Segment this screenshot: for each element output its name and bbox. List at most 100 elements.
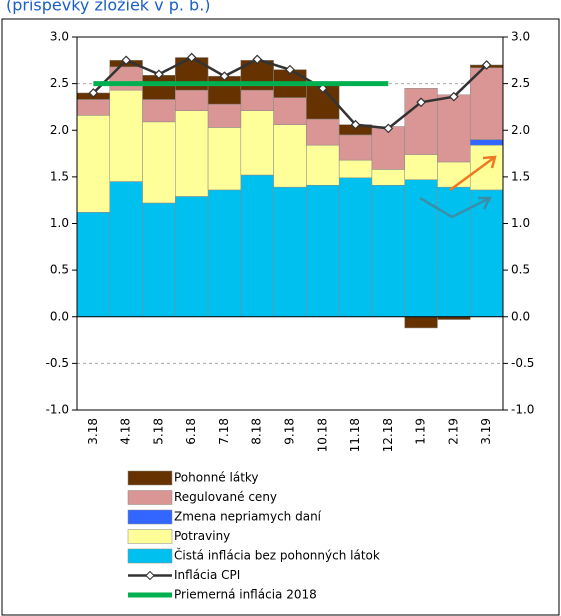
bar-segment — [76, 99, 111, 116]
bar-segment — [306, 144, 340, 186]
point — [285, 64, 295, 75]
point — [317, 83, 328, 94]
bar-segment — [469, 144, 504, 191]
point — [416, 97, 426, 108]
bar-segment — [76, 115, 111, 213]
bar-segment — [371, 185, 405, 317]
bar-segment — [404, 316, 438, 329]
legend-label: Priemerná inflácia 2018 — [174, 588, 317, 602]
bar-segment — [273, 186, 307, 317]
bar-segment — [142, 202, 176, 317]
chart-subtitle: (príspevky zložiek v p. b.) — [6, 0, 211, 15]
bar-segment — [371, 169, 405, 186]
y2-tick-label: -1.0 — [511, 403, 534, 417]
arrow — [449, 155, 496, 192]
point — [350, 119, 361, 130]
y-tick-label: 0.5 — [50, 263, 69, 277]
bar-segment — [404, 154, 438, 180]
bar-segment — [240, 110, 274, 176]
x-tick-label: 3.18 — [86, 418, 100, 445]
x-tick-label: 9.18 — [283, 418, 297, 445]
bar-segment — [469, 67, 504, 140]
bar-segment — [207, 189, 242, 317]
y-tick-label: 2.0 — [50, 123, 69, 137]
x-tick-label: 3.19 — [479, 418, 493, 445]
bar-segment — [142, 74, 176, 100]
y2-tick-label: 2.5 — [511, 76, 530, 90]
bar-segment — [371, 126, 405, 170]
bar-segment — [273, 124, 307, 188]
legend-label: Čistá inflácia bez pohonných látok — [174, 548, 380, 563]
x-tick-label: 8.18 — [250, 418, 264, 445]
bar-segment — [338, 134, 373, 161]
bar-segment — [273, 97, 307, 125]
x-tick-label: 2.19 — [446, 418, 460, 445]
legend-marker — [145, 570, 155, 581]
arrow-head — [478, 196, 493, 210]
y-tick-label: 1.0 — [50, 216, 69, 230]
y-tick-label: 0.0 — [50, 309, 69, 323]
bar-segment — [240, 174, 274, 317]
y2-tick-label: -0.5 — [511, 356, 534, 370]
legend-label: Inflácia CPI — [174, 568, 240, 582]
y-tick-label: 2.5 — [50, 76, 69, 90]
point — [448, 91, 459, 102]
bar-segment — [207, 103, 242, 128]
legend-swatch — [127, 490, 173, 505]
y-tick-label: 3.0 — [50, 30, 69, 44]
x-tick-label: 10.18 — [315, 418, 329, 452]
bar-segment — [109, 89, 143, 182]
bar-segment — [437, 161, 471, 188]
x-tick-label: 7.18 — [217, 418, 231, 445]
y-tick-label: -1.0 — [46, 403, 69, 417]
legend-swatch — [127, 529, 173, 544]
bar-segment — [338, 177, 373, 317]
legend-label: Pohonné látky — [174, 471, 259, 485]
legend-label: Zmena nepriamych daní — [174, 510, 322, 524]
legend-swatch — [127, 509, 173, 525]
frame — [1, 18, 560, 616]
bar-segment — [437, 186, 471, 317]
legend-label: Regulované ceny — [174, 490, 277, 504]
y2-tick-label: 0.0 — [511, 309, 530, 323]
x-tick-label: 1.19 — [414, 418, 428, 445]
legend-swatch — [127, 548, 173, 564]
point — [154, 69, 164, 80]
y2-tick-label: 1.0 — [511, 216, 530, 230]
bar-segment — [175, 196, 209, 318]
bar-segment — [338, 159, 373, 179]
bar-segment — [306, 118, 340, 146]
bar-segment — [175, 89, 209, 111]
bar-segment — [404, 179, 438, 317]
point — [88, 88, 99, 98]
bar-segment — [142, 99, 176, 123]
plot-border — [76, 36, 504, 411]
bar-segment — [175, 110, 209, 197]
point — [383, 123, 394, 134]
bar-segment — [469, 139, 504, 146]
arrow-head — [482, 155, 497, 169]
legend-swatch — [127, 470, 173, 486]
y2-tick-label: 0.5 — [511, 263, 530, 277]
x-tick-label: 4.18 — [119, 418, 133, 445]
y-tick-label: 1.5 — [50, 169, 69, 183]
y-tick-label: -0.5 — [46, 356, 69, 370]
bar-segment — [437, 94, 471, 163]
bar-segment — [469, 189, 504, 317]
y2-tick-label: 1.5 — [511, 169, 530, 183]
bar-segment — [240, 89, 274, 111]
bar-segment — [306, 185, 340, 317]
point — [219, 71, 230, 82]
x-tick-label: 11.18 — [348, 418, 362, 452]
x-tick-label: 6.18 — [184, 418, 198, 445]
x-tick-label: 12.18 — [381, 418, 395, 452]
bar-segment — [109, 181, 143, 317]
point — [252, 54, 263, 65]
y2-tick-label: 3.0 — [511, 30, 530, 44]
bar-segment — [142, 121, 176, 204]
y2-tick-label: 2.0 — [511, 123, 530, 137]
arrows — [419, 155, 497, 219]
bar-segment — [76, 212, 111, 317]
point — [186, 52, 197, 63]
